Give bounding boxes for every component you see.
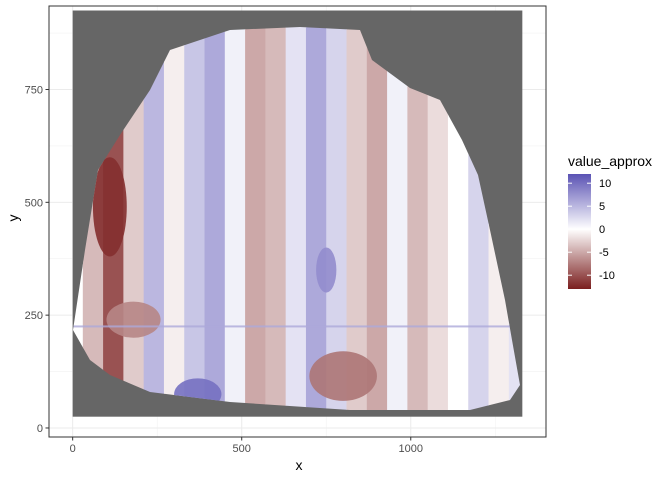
heatmap-column [163,27,185,410]
x-tick-label: 1000 [399,443,423,455]
heatmap-cells [73,27,520,410]
heatmap-region [309,351,377,401]
legend-label: -5 [599,247,609,259]
heatmap-seam [73,325,520,328]
y-axis-title: y [5,215,21,222]
heatmap-column [387,27,408,410]
heatmap-column [285,27,307,410]
axis-ticks: 0 500 1000 0 250 500 750 [25,84,423,455]
y-tick-label: 500 [25,197,43,209]
heatmap-region [316,247,337,293]
x-axis-title: x [296,457,303,473]
heatmap-column [346,27,368,410]
x-tick-label: 0 [70,443,76,455]
legend-title: value_approx [568,153,652,169]
y-tick-label: 250 [25,310,43,322]
color-legend: value_approx 10 5 0 -5 -10 [568,153,652,289]
heatmap-column [265,27,287,410]
heatmap-column [204,27,226,410]
plot-panel [48,5,547,438]
heatmap-column [224,27,246,410]
legend-label: -10 [599,270,615,282]
heatmap-column [326,27,348,410]
heatmap-column [245,27,266,410]
heatmap-column [366,27,388,410]
legend-label: 0 [599,224,605,236]
heatmap-column [305,27,327,410]
legend-colorbar [568,174,591,289]
heatmap-region [92,157,127,257]
heatmap-column [407,27,429,410]
legend-label: 5 [599,201,605,213]
heatmap-column [427,27,449,410]
y-tick-label: 0 [37,423,43,435]
heatmap-region [106,301,161,338]
panel-border [48,5,547,438]
heatmap-column [184,27,206,410]
x-tick-label: 500 [233,443,251,455]
legend-label: 10 [599,178,611,190]
legend-ticks: 10 5 0 -5 -10 [568,178,615,282]
y-tick-label: 750 [25,84,43,96]
